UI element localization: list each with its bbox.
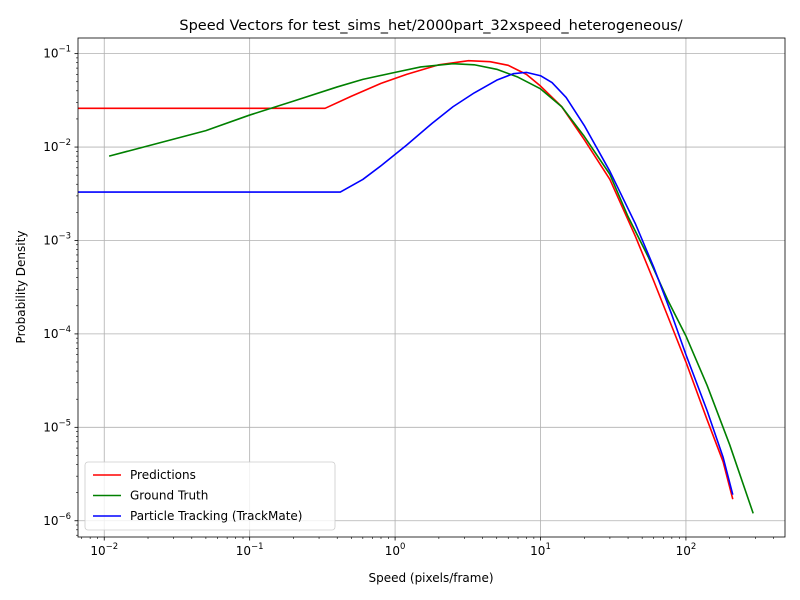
legend: Predictions Ground Truth Particle Tracking… (84, 461, 336, 531)
y-tick-label: 10−4 (43, 325, 71, 341)
y-tick-label: 10−2 (43, 138, 71, 154)
x-axis-label: Speed (pixels/frame) (368, 571, 493, 585)
x-tick-label: 102 (676, 542, 697, 558)
x-tick-label: 101 (530, 542, 551, 558)
grid (78, 38, 785, 537)
x-tick-label: 10−2 (90, 542, 118, 558)
series-line-particle-tracking-trackmate (78, 71, 734, 495)
legend-label: Ground Truth (130, 489, 208, 503)
x-tick-label: 10−1 (236, 542, 264, 558)
y-axis-label: Probability Density (14, 231, 28, 344)
legend-box (84, 461, 336, 531)
y-tick-label: 10−6 (43, 512, 71, 528)
legend-label: Predictions (130, 468, 196, 482)
y-tick-label: 10−3 (43, 231, 71, 247)
chart-title: Speed Vectors for test_sims_het/2000part… (179, 18, 682, 34)
series-line-predictions (78, 59, 734, 500)
axis-ticks: 10−2 10−1 100 101 102 10−6 10−5 10−4 10−3 10−2 10−… (43, 45, 774, 558)
legend-label: Particle Tracking (TrackMate) (130, 509, 302, 523)
series-line-ground-truth (108, 62, 754, 514)
series-layer (78, 59, 754, 514)
x-tick-label: 100 (385, 542, 406, 558)
plot-frame (77, 37, 786, 538)
y-tick-label: 10−1 (43, 45, 71, 61)
y-tick-label: 10−5 (43, 418, 71, 434)
